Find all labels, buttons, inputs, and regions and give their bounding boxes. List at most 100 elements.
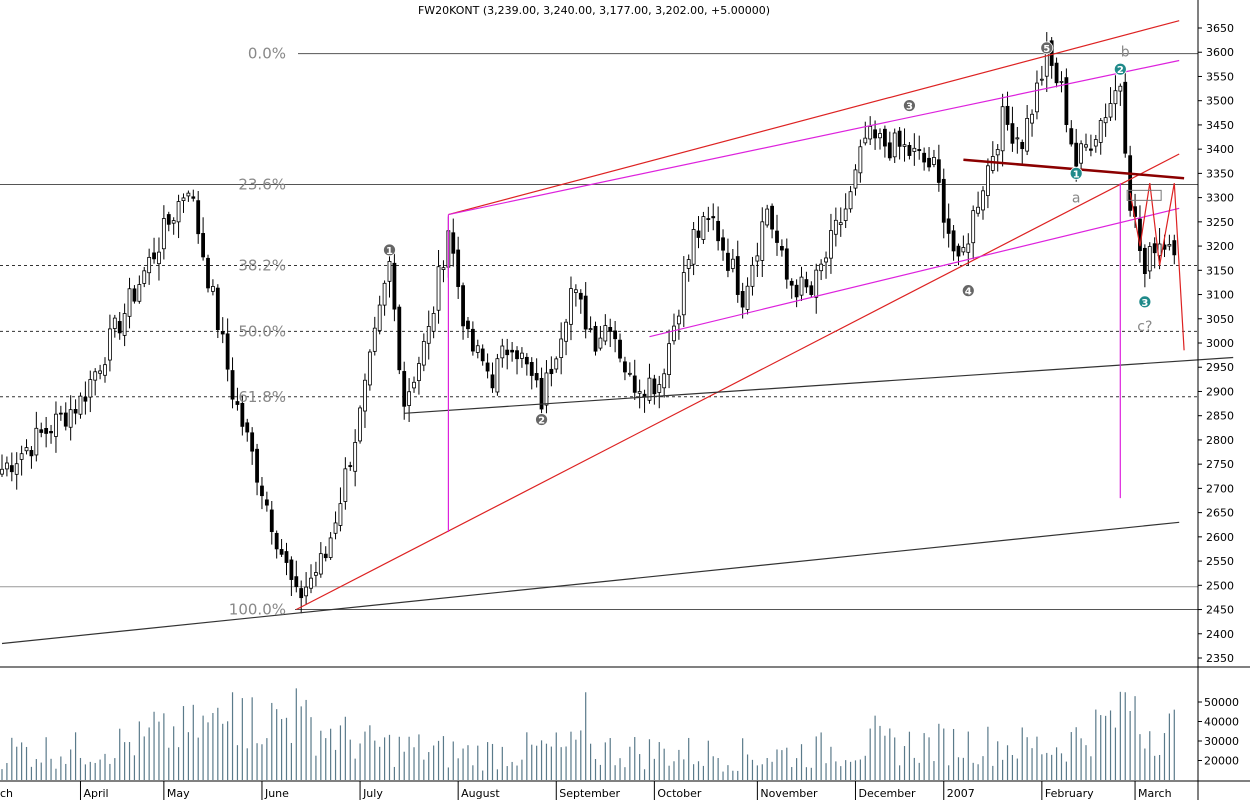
candle-body-7 [34, 427, 39, 456]
candle-body-69 [338, 503, 343, 526]
price-tick-label-2350: 2350 [1206, 652, 1234, 665]
candle-body-174 [853, 169, 858, 189]
time-label-November: November [760, 787, 818, 800]
candle-body-166 [814, 269, 819, 298]
trend-line-red-upper-channel [448, 20, 1180, 216]
price-tick-label-3500: 3500 [1206, 95, 1234, 108]
candle-body-169 [829, 230, 833, 259]
candle-body-19 [93, 371, 98, 381]
candle-body-179 [878, 133, 882, 139]
candle-body-97 [475, 345, 480, 353]
candle-body-233 [1142, 247, 1147, 275]
candle-body-66 [323, 553, 328, 559]
wave-circle-7 [1138, 295, 1152, 309]
volume-tick-label-20000: 20000 [1204, 755, 1239, 768]
candle-body-82 [402, 371, 407, 407]
candle-body-163 [799, 276, 804, 296]
price-tick-label-3550: 3550 [1206, 70, 1234, 83]
candle-body-229 [1123, 81, 1128, 154]
candle-body-195 [956, 245, 961, 257]
candle-body-20 [98, 370, 102, 374]
candle-body-121 [593, 325, 598, 352]
candle-body-171 [838, 222, 843, 225]
price-tick-label-2850: 2850 [1206, 410, 1234, 423]
candle-body-185 [907, 145, 912, 156]
candle-body-30 [147, 256, 152, 274]
price-tick-label-3300: 3300 [1206, 192, 1234, 205]
candle-body-133 [652, 378, 657, 395]
trend-line-magenta-lower-channel [649, 207, 1180, 338]
trend-line-grey-base-line-upper [404, 356, 1234, 414]
candle-body-221 [1084, 144, 1088, 148]
candle-body-86 [421, 341, 426, 366]
fib-label-38.2%: 38.2% [238, 256, 286, 274]
candle-body-40 [196, 200, 201, 235]
candle-body-156 [765, 208, 770, 226]
candle-body-61 [299, 588, 304, 599]
candle-body-162 [794, 284, 799, 298]
candle-body-53 [260, 485, 264, 497]
candle-body-58 [284, 551, 289, 563]
time-label-December: December [858, 787, 916, 800]
price-tick-label-3250: 3250 [1206, 216, 1234, 229]
candle-body-50 [245, 422, 250, 433]
candle-body-36 [176, 201, 181, 223]
time-label-July: July [362, 787, 383, 800]
candle-body-158 [775, 230, 779, 243]
candle-body-9 [44, 428, 49, 434]
candle-body-23 [112, 317, 117, 329]
wave-circle-1 [535, 413, 548, 426]
candle-body-47 [230, 370, 235, 400]
wave-circle-6 [1113, 62, 1127, 76]
candle-body-148 [726, 252, 730, 271]
fib-label-100.0%: 100.0% [229, 601, 286, 619]
candle-body-175 [858, 146, 863, 174]
candle-body-152 [745, 285, 750, 310]
candle-body-218 [1069, 128, 1074, 145]
candle-body-123 [603, 325, 608, 342]
candle-body-226 [1108, 103, 1113, 118]
candle-body-81 [397, 306, 402, 371]
candle-body-120 [588, 328, 593, 331]
candle-body-51 [250, 432, 255, 452]
candles-layer [0, 32, 1177, 614]
candle-body-167 [819, 263, 824, 272]
candle-body-39 [191, 196, 196, 199]
candle-body-46 [225, 333, 230, 370]
candle-body-85 [417, 363, 421, 382]
candle-body-205 [1005, 105, 1010, 125]
wave-label-1: 2 [538, 416, 545, 427]
wave-circle-0 [383, 243, 396, 257]
candle-body-177 [868, 126, 873, 140]
candle-body-44 [215, 287, 220, 330]
candle-body-74 [363, 379, 367, 412]
candle-body-227 [1113, 90, 1118, 105]
candle-body-124 [608, 327, 613, 332]
candle-body-125 [613, 330, 618, 340]
candle-body-142 [696, 230, 701, 238]
candle-body-80 [392, 262, 397, 310]
candle-body-188 [922, 152, 927, 163]
time-label-August: August [461, 787, 500, 800]
candle-body-116 [569, 288, 573, 325]
candle-body-129 [632, 375, 637, 393]
candle-body-67 [328, 537, 333, 558]
candle-body-196 [961, 247, 966, 253]
candle-body-113 [554, 358, 559, 370]
trend-line-grey-base-line-lower [1, 521, 1180, 645]
candle-body-62 [304, 586, 309, 597]
candle-body-64 [314, 572, 318, 576]
candle-body-92 [451, 232, 456, 254]
price-tick-label-2750: 2750 [1206, 458, 1234, 471]
candle-body-63 [309, 577, 313, 589]
candle-body-224 [1098, 120, 1103, 143]
candle-body-190 [932, 157, 936, 165]
candle-body-28 [137, 284, 142, 302]
trend-lines-layer [1, 20, 1234, 645]
candle-body-94 [461, 285, 465, 327]
candle-body-144 [706, 218, 711, 220]
time-label-September: September [559, 787, 620, 800]
candle-body-93 [456, 249, 461, 287]
candle-body-55 [269, 509, 274, 533]
candle-body-98 [480, 348, 485, 362]
